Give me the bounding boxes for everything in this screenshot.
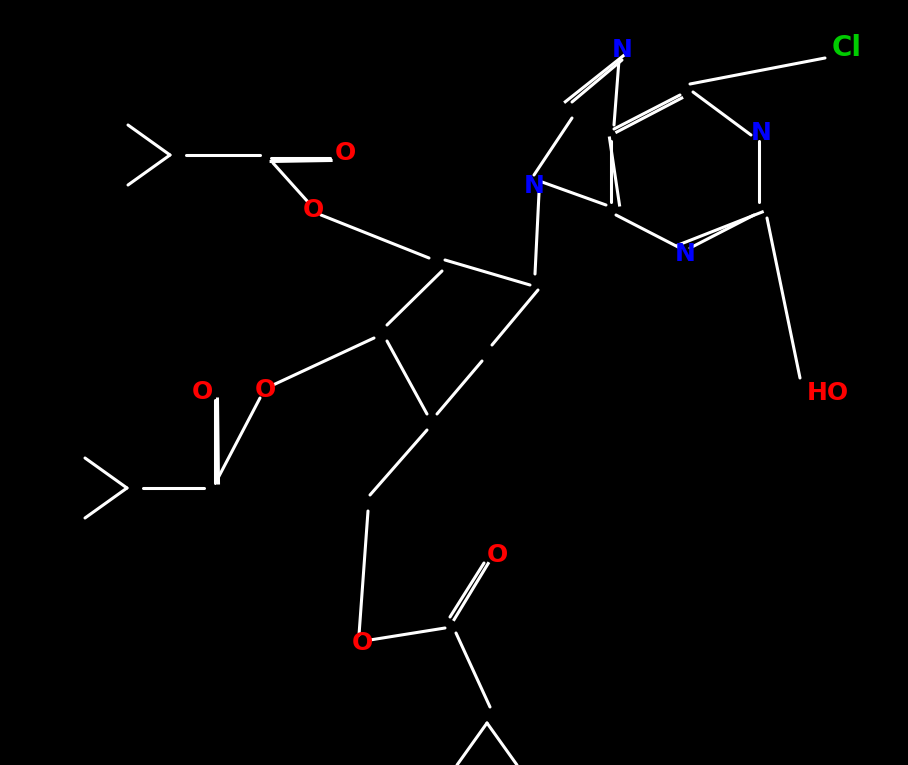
Text: O: O: [351, 631, 372, 655]
Text: N: N: [675, 242, 696, 266]
Text: O: O: [302, 198, 323, 222]
Text: N: N: [612, 38, 633, 62]
Text: Cl: Cl: [832, 34, 862, 62]
Text: N: N: [751, 121, 772, 145]
Text: HO: HO: [807, 381, 849, 405]
Text: O: O: [254, 378, 276, 402]
Text: O: O: [487, 543, 508, 567]
Text: N: N: [524, 174, 545, 198]
Text: O: O: [192, 380, 212, 404]
Text: O: O: [334, 141, 356, 165]
